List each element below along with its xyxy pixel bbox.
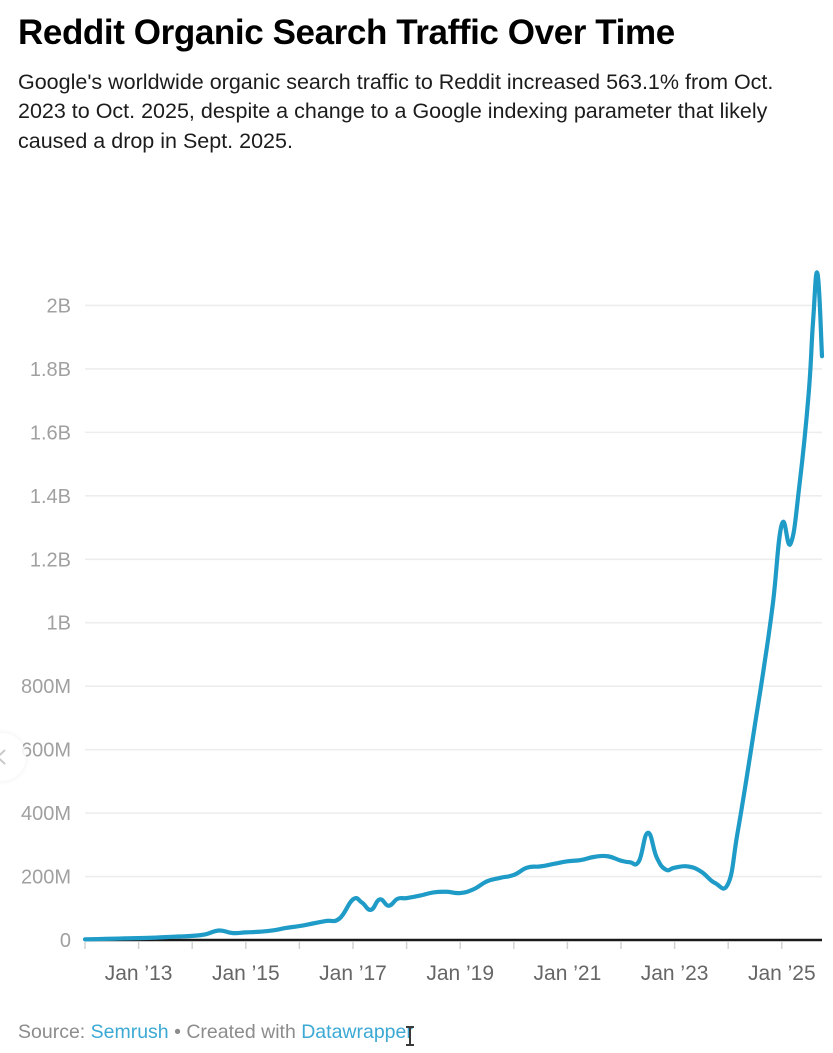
datawrapper-link[interactable]: Datawrapper <box>301 1021 413 1043</box>
y-axis-tick-label: 2B <box>47 295 71 317</box>
chart-footer: Source: Semrush • Created with Datawrapp… <box>18 1021 413 1044</box>
chart-plot-area: 0 200M 400M 600M 800M 1B 1.2B 1.4B 1.6B 1.8B 2B Ja… <box>0 232 833 1002</box>
source-label: Source: <box>18 1021 86 1043</box>
source-link-semrush[interactable]: Semrush <box>90 1021 169 1043</box>
x-axis-tick-label: Jan ’17 <box>319 962 387 985</box>
y-axis-tick-label: 1.2B <box>30 549 71 571</box>
x-axis-tick-label: Jan ’13 <box>105 962 173 985</box>
x-axis-ticks-group: Jan ’13 Jan ’15 Jan ’17 Jan ’19 Jan ’21 Jan ’… <box>84 942 816 985</box>
x-axis-tick-label: Jan ’15 <box>212 962 280 985</box>
y-axis-tick-label: 1.6B <box>30 422 71 444</box>
x-axis-tick-label: Jan ’19 <box>426 962 494 985</box>
y-axis-tick-label: 0 <box>60 930 71 952</box>
y-axis-tick-label: 1B <box>47 613 71 635</box>
gridlines-group <box>85 304 822 878</box>
chart-header: Reddit Organic Search Traffic Over Time … <box>0 0 833 157</box>
chart-description: Google's worldwide organic search traffi… <box>18 69 774 154</box>
y-axis-tick-label: 200M <box>21 867 71 889</box>
x-axis-tick-label: Jan ’21 <box>534 962 602 985</box>
y-axis-tick-label: 600M <box>21 740 71 762</box>
footer-separator: • <box>174 1021 181 1043</box>
created-with-label: Created with <box>186 1021 296 1043</box>
chevron-left-icon <box>0 749 6 765</box>
y-axis-tick-label: 800M <box>21 676 71 698</box>
x-axis-tick-label: Jan ’23 <box>641 962 709 985</box>
page-title: Reddit Organic Search Traffic Over Time <box>18 13 675 52</box>
y-axis-ticks-group: 0 200M 400M 600M 800M 1B 1.2B 1.4B 1.6B 1.8B 2B <box>21 295 71 952</box>
series-line-reddit-traffic <box>82 270 825 942</box>
y-axis-tick-label: 400M <box>21 803 71 825</box>
line-chart-svg: 0 200M 400M 600M 800M 1B 1.2B 1.4B 1.6B 1.8B 2B Ja… <box>21 270 825 985</box>
x-axis-tick-label: Jan ’25 <box>748 962 816 985</box>
y-axis-tick-label: 1.8B <box>30 359 71 381</box>
y-axis-tick-label: 1.4B <box>30 486 71 508</box>
